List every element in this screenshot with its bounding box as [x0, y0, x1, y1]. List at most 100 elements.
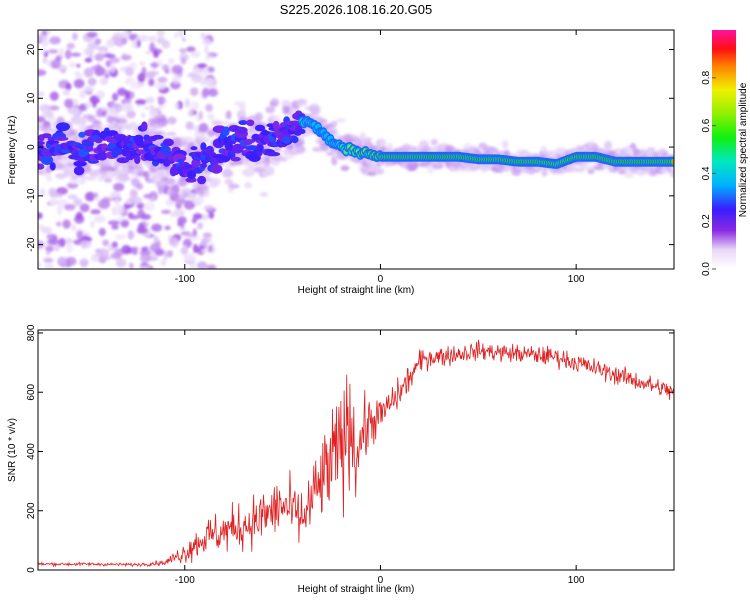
ridge-blob [282, 136, 291, 144]
noise-blob [105, 60, 111, 68]
ridge-halo [95, 107, 103, 118]
noise-blob [58, 237, 66, 248]
ridge-halo [191, 196, 200, 205]
ridge-halo [238, 103, 246, 110]
noise-blob [62, 89, 70, 96]
snr-plot-area [38, 330, 674, 570]
ridge-halo [193, 131, 206, 139]
noise-blob [158, 104, 166, 109]
noise-blob [70, 52, 82, 57]
noise-blob [186, 46, 196, 52]
ridge-halo [311, 108, 321, 114]
noise-blob [84, 191, 96, 202]
ridge-halo [233, 160, 244, 165]
ridge-halo [374, 168, 385, 175]
noise-blob [190, 87, 199, 96]
ridge-halo [113, 168, 125, 174]
noise-blob [189, 101, 200, 111]
noise-blob [41, 39, 50, 46]
ridge-halo [129, 123, 139, 130]
ridge-halo [156, 180, 168, 190]
noise-blob [129, 189, 138, 198]
noise-blob [126, 110, 136, 119]
noise-blob [177, 216, 187, 225]
noise-blob [171, 64, 183, 74]
ridge-blob [266, 151, 281, 157]
ridge-blob [134, 155, 141, 165]
ridge-halo [107, 115, 115, 124]
ridge-blob [191, 158, 201, 167]
ridge-blob [73, 166, 85, 176]
noise-blob [200, 238, 210, 244]
ridge-halo [326, 151, 335, 156]
snr-ytick-label: 600 [26, 383, 37, 400]
noise-blob [63, 204, 76, 211]
noise-blob [139, 265, 151, 269]
noise-blob [90, 209, 101, 215]
noise-blob [178, 30, 185, 38]
noise-blob [184, 99, 190, 108]
noise-blob [56, 187, 68, 195]
noise-blob [97, 46, 109, 53]
noise-blob [56, 206, 63, 216]
noise-blob [208, 244, 213, 253]
ridge-blob [254, 124, 266, 132]
ridge-blob [38, 140, 45, 146]
ridge-blob [242, 139, 256, 144]
snr-series-line [38, 339, 674, 568]
noise-blob [110, 63, 116, 73]
ridge-halo [364, 137, 372, 142]
noise-blob [166, 250, 173, 258]
noise-blob [66, 244, 73, 253]
noise-blob [200, 78, 206, 87]
snr-ytick-label: 400 [26, 443, 37, 460]
ridge-halo [244, 182, 253, 189]
noise-blob [192, 213, 203, 220]
noise-blob [160, 259, 167, 267]
spectrogram-ylabel: Frequency (Hz) [7, 116, 18, 185]
ridge-blob [177, 158, 184, 164]
noise-blob [180, 223, 185, 228]
noise-blob [183, 200, 195, 210]
ridge-halo [311, 146, 324, 152]
noise-blob [120, 219, 130, 228]
noise-blob [201, 38, 212, 46]
noise-blob [157, 96, 166, 103]
noise-blob [140, 112, 146, 119]
noise-blob [144, 72, 156, 79]
noise-blob [145, 50, 151, 55]
snr-frame [37, 329, 675, 571]
ridge-blob [246, 119, 255, 127]
noise-blob [79, 203, 90, 213]
ridge-halo [280, 156, 288, 163]
noise-blob [151, 61, 159, 69]
ridge-halo [115, 115, 128, 120]
noise-blob [90, 65, 101, 71]
ridge-halo [41, 108, 49, 118]
noise-blob [143, 193, 153, 199]
ridge-halo [259, 192, 269, 197]
noise-blob [180, 57, 187, 65]
noise-blob [126, 77, 135, 82]
ridge-blob [190, 146, 198, 151]
noise-blob [115, 234, 126, 240]
noise-blob [148, 109, 159, 118]
noise-blob [83, 85, 95, 93]
noise-blob [146, 96, 154, 104]
spec-xtick-label: -100 [175, 274, 195, 285]
ridge-halo [227, 183, 240, 189]
noise-blob [58, 47, 64, 58]
spectrogram-ridge [38, 110, 674, 185]
ridge-halo [159, 171, 169, 179]
noise-blob [45, 250, 51, 256]
noise-blob [161, 40, 171, 49]
ridge-halo [296, 99, 307, 105]
ridge-blob [78, 131, 86, 138]
ridge-halo [209, 177, 221, 186]
noise-blob [208, 88, 219, 97]
spec-ytick-label: -20 [26, 237, 37, 252]
noise-blob [48, 187, 57, 198]
snr-xtick-label: 0 [378, 575, 384, 586]
